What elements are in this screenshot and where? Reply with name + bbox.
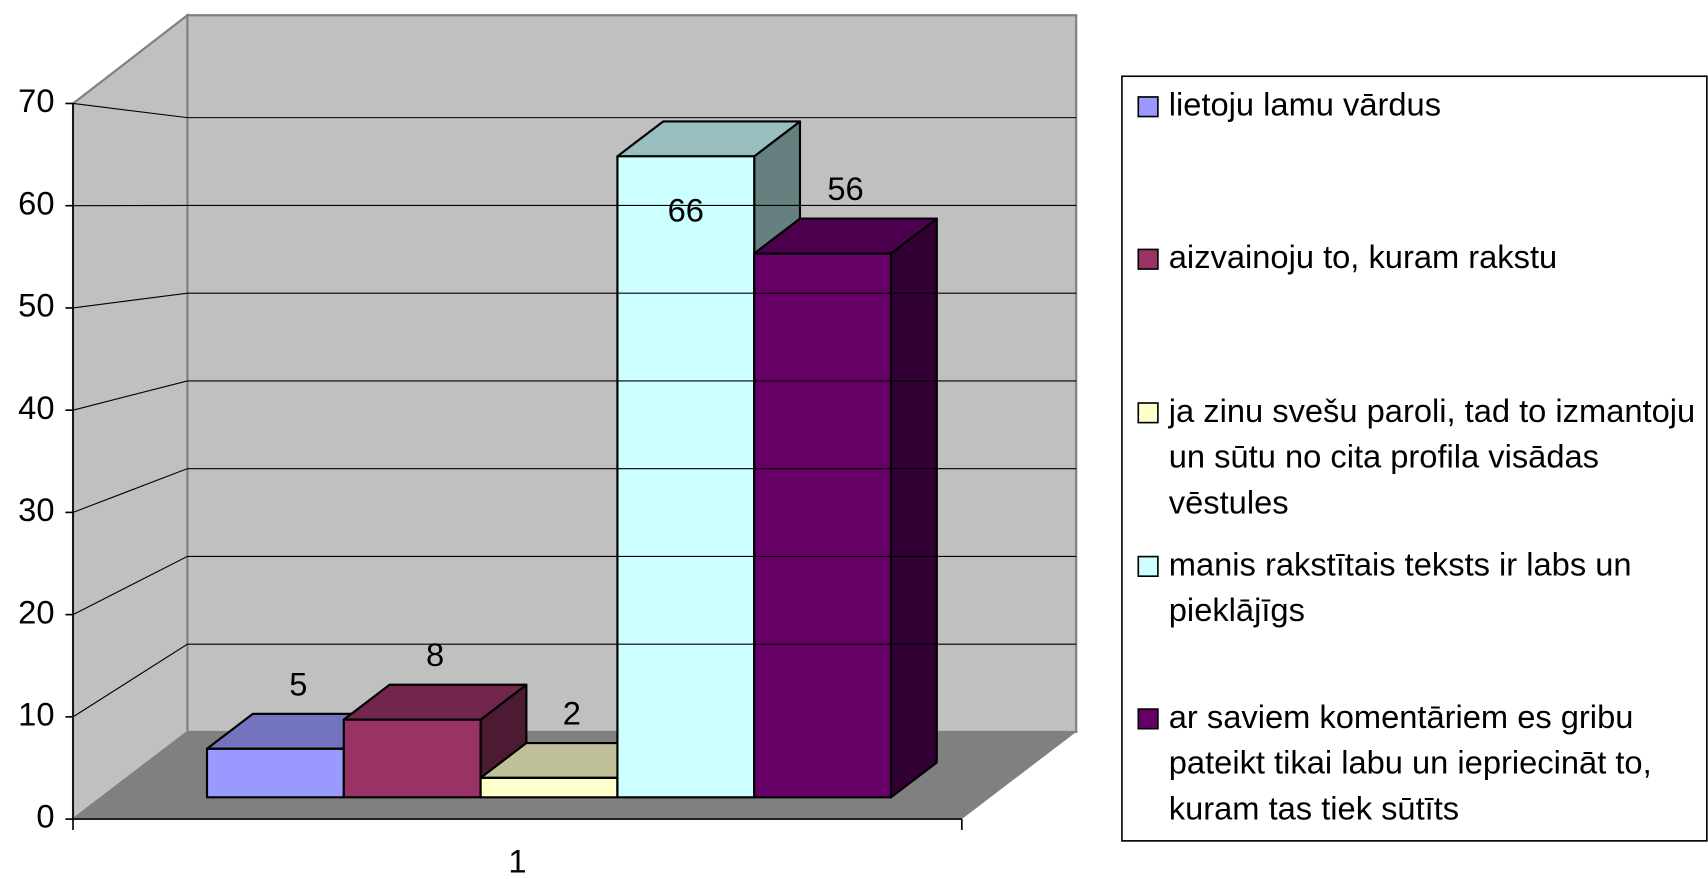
legend-swatch [1137,402,1159,424]
data-label: 5 [289,665,307,702]
legend-swatch [1137,708,1159,730]
y-tick-label: 50 [18,287,54,324]
y-tick-label: 0 [36,798,54,835]
x-tick-label: 1 [508,842,526,879]
legend-label: ar saviem komentāriem es gribu pateikt ti… [1169,698,1652,826]
bar-front [616,155,756,799]
data-label: 8 [426,636,444,673]
legend-swatch [1137,248,1159,270]
grid-line [72,102,1077,119]
grid-line [72,555,1077,616]
grid-line [72,292,1077,309]
grid-line [72,380,1077,411]
y-tick-label: 30 [18,491,54,528]
legend-label: lietoju lamu vārdus [1169,85,1441,122]
bar-front [205,747,345,799]
y-tick-label: 60 [18,184,54,221]
data-label: 56 [827,170,863,207]
y-tick-label: 20 [18,593,54,630]
bar-side [889,217,938,799]
legend-box [1121,75,1708,842]
legend-swatch [1137,96,1159,118]
grid-line [72,643,1077,718]
legend-swatch [1137,555,1159,578]
legend-label: ja zinu svešu paroli, tad to izmantoju un… [1168,391,1695,519]
bar-front [753,252,893,799]
legend-label: aizvainoju to, kuram rakstu [1169,238,1557,275]
plot [205,120,938,799]
bar-front [479,776,619,799]
grid-line [72,468,1077,513]
y-tick-label: 40 [18,389,54,426]
y-tick-label: 10 [18,695,54,732]
data-label: 66 [668,192,704,229]
data-label: 2 [563,694,581,731]
legend-label: manis rakstītais teksts ir labs un pieklā… [1169,545,1632,628]
y-tick-label: 70 [18,82,54,119]
bar-front [342,718,482,799]
side-wall [71,13,189,822]
